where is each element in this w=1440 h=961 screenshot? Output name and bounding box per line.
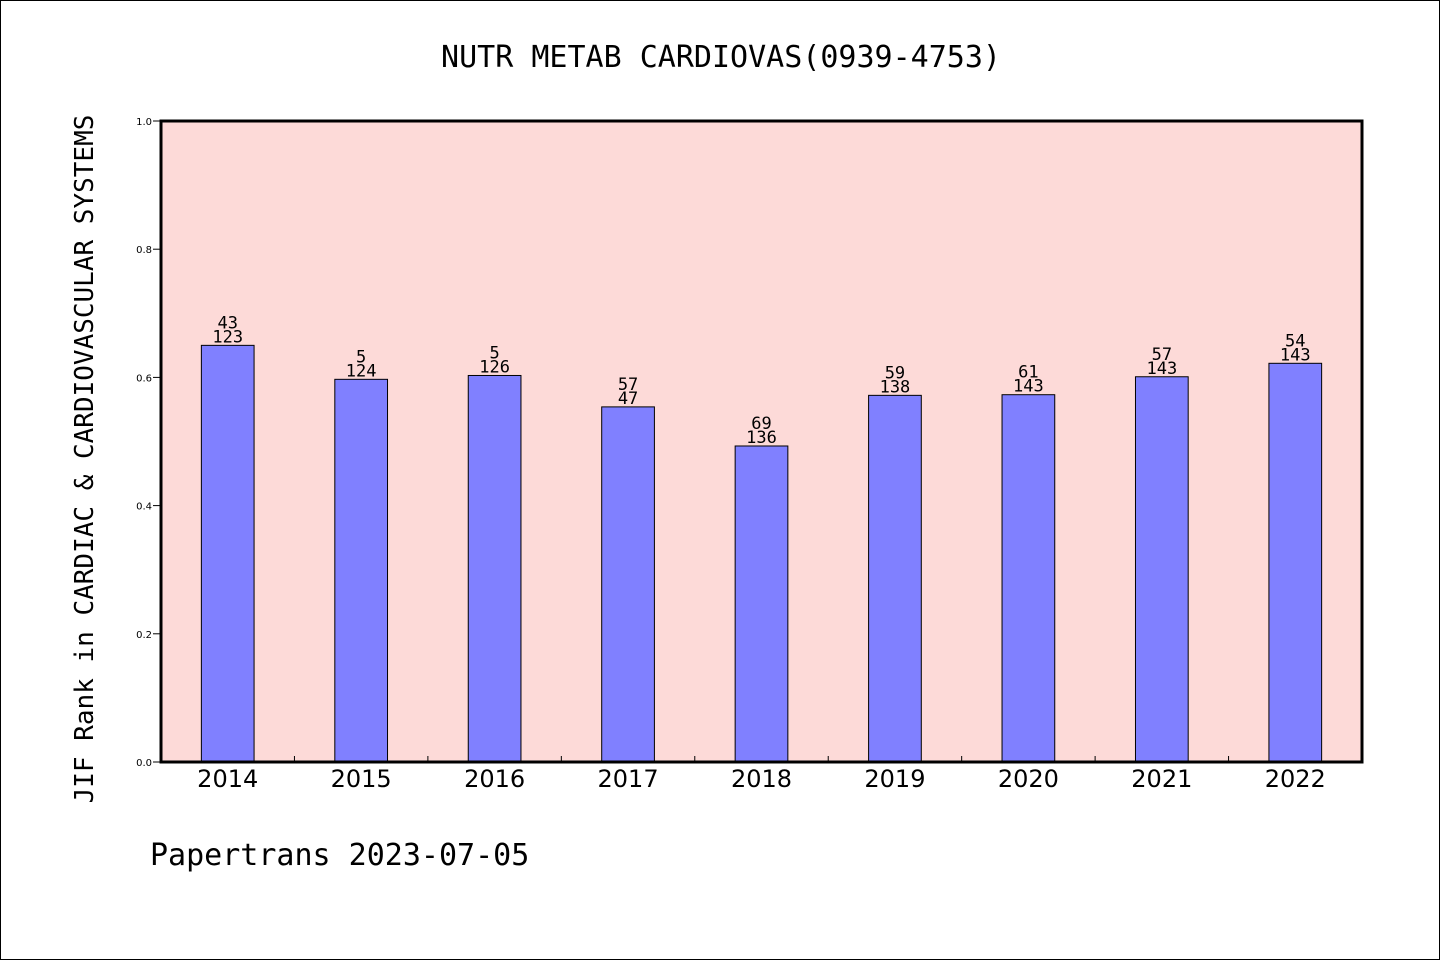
plot-border	[159, 119, 1364, 764]
bar-label-total: 143	[1013, 377, 1044, 397]
footer-credit: Papertrans 2023-07-05	[150, 838, 529, 873]
bar-label-total: 143	[1280, 345, 1311, 365]
y-tick-label: 0.0	[136, 758, 152, 769]
bar-label-rank: 43	[217, 313, 237, 333]
bar-label-rank: 57	[618, 375, 638, 395]
bar-2022	[1268, 362, 1323, 763]
bar-label-total: 124	[346, 361, 377, 381]
bar-2016	[467, 374, 522, 763]
y-tick-label: 0.4	[136, 502, 152, 513]
x-tick-label-2015: 2015	[331, 765, 392, 793]
bar-label-rank: 5	[489, 343, 499, 363]
x-tick-label-2014: 2014	[197, 765, 258, 793]
x-tick-label-2018: 2018	[731, 765, 792, 793]
bar-2021	[1134, 376, 1189, 763]
bar-label-rank: 54	[1285, 331, 1305, 351]
bar-2014	[200, 344, 255, 763]
bar-label-total: 47	[618, 389, 638, 409]
y-tick-label: 0.6	[136, 373, 152, 384]
bar-label-rank: 59	[885, 363, 905, 383]
x-tick-label-2019: 2019	[864, 765, 925, 793]
x-tick-label-2021: 2021	[1131, 765, 1192, 793]
y-axis-label: JIF Rank in CARDIAC & CARDIOVASCULAR SYS…	[70, 115, 100, 804]
y-tick-label: 1.0	[136, 117, 152, 128]
bar-label-total: 126	[479, 357, 510, 377]
bar-label-rank: 57	[1152, 345, 1172, 365]
bar-label-total: 123	[212, 327, 243, 347]
y-tick-label: 0.2	[136, 630, 152, 641]
x-tick-label-2020: 2020	[998, 765, 1059, 793]
x-tick-label-2017: 2017	[598, 765, 659, 793]
bar-2019	[868, 394, 922, 763]
bar-label-rank: 61	[1018, 363, 1038, 383]
x-tick-label-2016: 2016	[464, 765, 525, 793]
chart-title: NUTR METAB CARDIOVAS(0939-4753)	[441, 40, 1001, 75]
bar-2018	[734, 445, 789, 763]
bar-2017	[601, 406, 655, 763]
bar-2015	[334, 378, 389, 763]
bar-2020	[1001, 394, 1056, 763]
x-tick-label-2022: 2022	[1265, 765, 1326, 793]
bar-label-total: 136	[746, 428, 777, 448]
bar-label-total: 143	[1146, 359, 1177, 379]
y-tick-label: 0.8	[136, 245, 152, 256]
bar-label-rank: 69	[751, 414, 771, 434]
bar-label-rank: 5	[356, 347, 366, 367]
plot-area: 0.00.20.40.60.81.04312320145124201551262…	[136, 117, 1364, 793]
bar-label-total: 138	[880, 377, 911, 397]
